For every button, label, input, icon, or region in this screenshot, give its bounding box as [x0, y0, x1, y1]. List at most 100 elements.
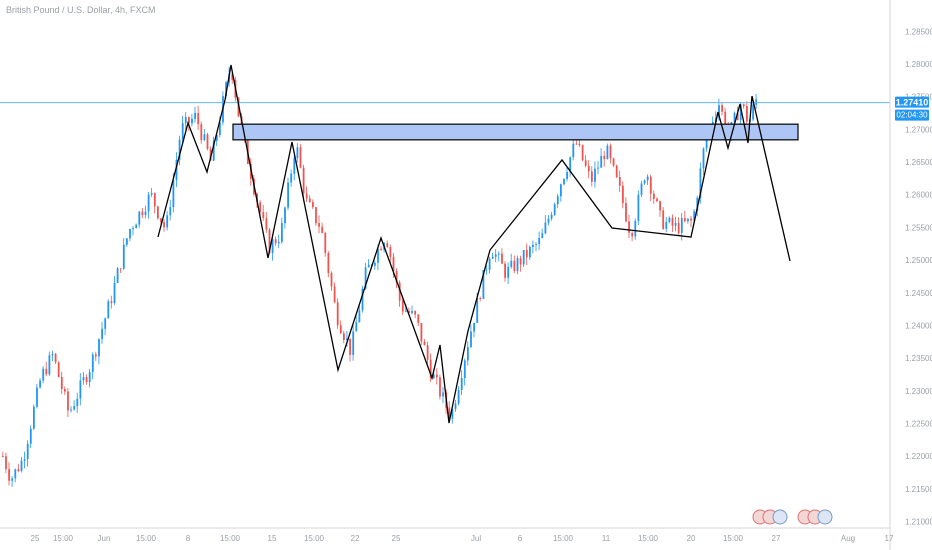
candle [169, 200, 172, 221]
candle [150, 188, 153, 197]
candles [2, 66, 758, 487]
candle [386, 240, 389, 248]
candle [429, 353, 432, 382]
candle [755, 93, 758, 110]
candle [60, 371, 63, 395]
x-tick-label: 15:00 [638, 534, 659, 543]
event-flag-icon[interactable] [752, 509, 788, 525]
candle [439, 374, 441, 400]
x-tick-label: 25 [392, 534, 401, 543]
candle [674, 216, 677, 232]
x-tick-label: Jun [98, 534, 111, 543]
price-axis[interactable]: 1.285001.280001.275001.270001.265001.260… [905, 27, 932, 526]
candle [442, 387, 444, 404]
candle [550, 211, 553, 221]
current-price-value: 1.27410 [896, 98, 929, 108]
candle [343, 330, 345, 344]
x-tick-label: 15:00 [136, 534, 157, 543]
candle [609, 143, 612, 164]
candle [98, 338, 100, 365]
candle [73, 400, 76, 411]
candle [23, 451, 26, 469]
event-flag-icon[interactable] [797, 509, 833, 525]
candle [659, 200, 661, 217]
candle [501, 248, 503, 264]
candle [144, 205, 147, 219]
x-tick-label: 8 [186, 534, 191, 543]
candle [132, 225, 134, 236]
candle [153, 192, 156, 214]
candle [606, 143, 609, 160]
candle [646, 174, 649, 186]
candle [82, 372, 85, 385]
candle [690, 215, 692, 228]
candle [8, 462, 10, 486]
candle [516, 255, 519, 275]
resistance-zone[interactable] [232, 123, 799, 141]
y-tick-label: 1.23000 [905, 387, 932, 396]
y-tick-label: 1.23500 [905, 354, 932, 363]
candle [637, 190, 640, 226]
candle [20, 456, 23, 473]
candle [107, 299, 110, 319]
candle [200, 121, 203, 144]
candle [312, 199, 314, 210]
candle [163, 219, 165, 232]
candle [628, 214, 630, 239]
candle [203, 129, 206, 142]
candle [138, 210, 141, 228]
economic-events[interactable] [752, 509, 833, 525]
candle [662, 207, 665, 230]
candle [423, 339, 426, 346]
candle [622, 181, 624, 209]
x-tick-label: 15:00 [304, 534, 325, 543]
candle [358, 305, 361, 323]
candle [355, 315, 358, 332]
candle [29, 425, 32, 449]
candle [656, 197, 658, 203]
candle [541, 228, 544, 239]
time-axis[interactable]: 25 15:00 Jun 15:00 8 15:00 15 15:00 22 25 Jul 6 15:0… [31, 534, 894, 543]
candle [488, 256, 491, 274]
candle [352, 324, 355, 361]
candle [274, 236, 277, 246]
bar-countdown: 02:04:30 [896, 111, 928, 120]
candle [284, 206, 286, 229]
candle [330, 271, 333, 291]
x-tick-label: 15:00 [553, 534, 574, 543]
chart-title: British Pound / U.S. Dollar, 4h, FXCM [6, 5, 156, 15]
candle [277, 234, 280, 249]
candle [677, 217, 680, 236]
candle [553, 202, 556, 216]
trend-drawing[interactable] [157, 64, 791, 424]
candle [491, 252, 494, 259]
candle [42, 366, 45, 384]
candle [457, 385, 460, 406]
candle [584, 155, 587, 168]
candle [591, 166, 593, 187]
candle [578, 139, 581, 148]
x-tick-label: Jul [471, 534, 481, 543]
candle [529, 245, 531, 261]
candle [85, 374, 88, 385]
candle [460, 370, 463, 395]
candle [420, 323, 423, 346]
candle [563, 178, 565, 186]
candle [615, 164, 618, 178]
candle [721, 103, 723, 116]
y-tick-label: 1.28500 [905, 27, 932, 36]
candle [519, 255, 522, 272]
candle [104, 317, 107, 335]
candle [327, 251, 330, 278]
candle [389, 244, 392, 264]
candle [321, 222, 324, 234]
candle [374, 260, 376, 270]
candle [479, 296, 482, 302]
candle [336, 298, 339, 329]
candle [26, 440, 29, 467]
candle [33, 404, 35, 430]
candle [597, 160, 599, 175]
candle [95, 351, 97, 361]
candle [181, 115, 184, 144]
